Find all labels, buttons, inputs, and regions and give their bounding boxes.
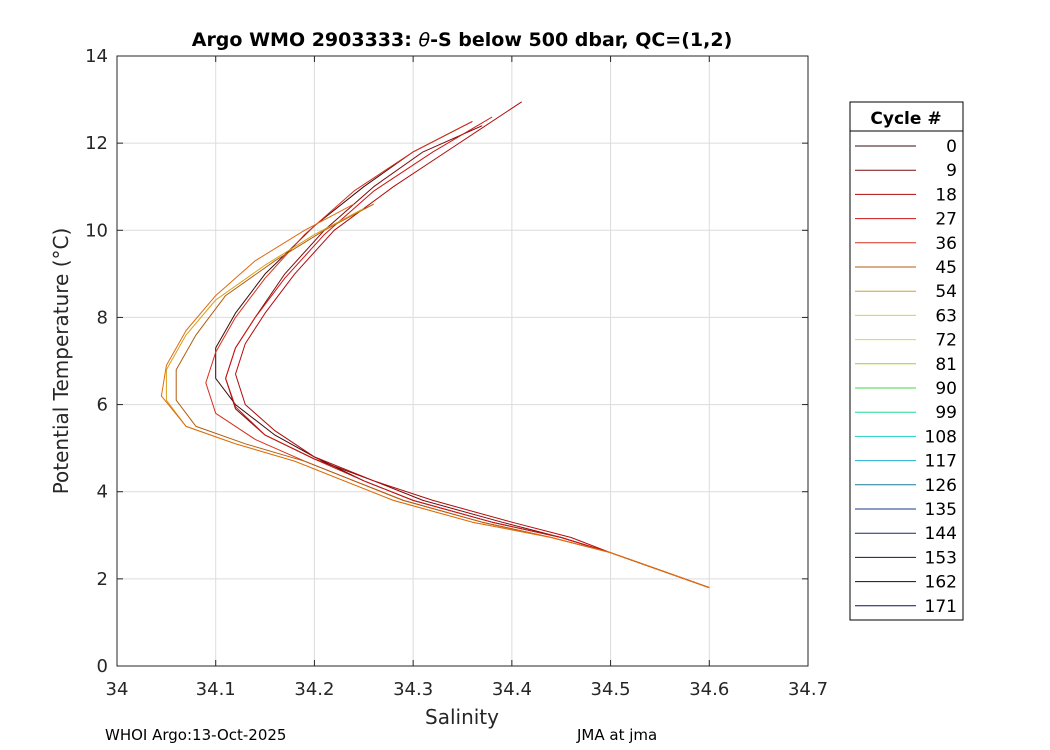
x-tick-label: 34.6	[689, 679, 729, 700]
y-tick-labels: 0 2 4 6 8 10 12 14	[85, 46, 108, 677]
legend-entry-label: 108	[925, 427, 957, 447]
legend-entry-label: 144	[925, 524, 957, 544]
legend-entry-label: 99	[935, 403, 957, 423]
y-tick-label: 0	[97, 656, 108, 677]
plot-axes-box	[116, 55, 809, 667]
y-tick-label: 8	[97, 307, 108, 328]
legend-entry-label: 45	[935, 258, 957, 278]
x-tick-label: 34.1	[196, 679, 236, 700]
legend-entry-label: 135	[925, 500, 957, 520]
legend-entry-label: 72	[935, 331, 957, 351]
legend-entry-label: 90	[935, 379, 957, 399]
legend-entry-label: 126	[925, 476, 957, 496]
x-tick-label: 34.7	[788, 679, 828, 700]
x-axis-label: Salinity	[425, 705, 499, 729]
x-tick-label: 34	[106, 679, 129, 700]
legend-entry-label: 81	[935, 355, 957, 375]
legend-entry-label: 117	[925, 452, 957, 472]
series-line-2	[235, 101, 710, 589]
legend-entry-label: 0	[946, 137, 957, 157]
y-tick-label: 2	[97, 569, 108, 590]
y-tick-label: 6	[97, 395, 108, 416]
footer-right-text: JMA at jma	[577, 726, 658, 744]
series-line-7	[160, 203, 710, 589]
legend-entry-label: 36	[935, 234, 957, 254]
footer-left-text: WHOI Argo:13-Oct-2025	[105, 726, 287, 744]
legend-entry-label: 9	[946, 161, 957, 181]
legend: Cycle # 0 9 18 27 36 45 54 63 72 81 90 99 108 117 126 1…	[849, 101, 964, 621]
series-line-3	[225, 116, 710, 589]
series-lines	[160, 101, 710, 589]
legend-entry-label: 18	[935, 185, 957, 205]
legend-entry-label: 162	[925, 573, 957, 593]
legend-entry-label: 27	[935, 210, 957, 230]
chart-title: Argo WMO 2903333: θ-S below 500 dbar, QC…	[192, 29, 733, 51]
y-axis-label: Potential Temperature (°C)	[49, 228, 73, 495]
y-tick-label: 10	[85, 220, 108, 241]
legend-entry-label: 63	[935, 306, 957, 326]
legend-entry-label: 153	[925, 548, 957, 568]
x-tick-labels: 34 34.1 34.2 34.3 34.4 34.5 34.6 34.7	[106, 679, 828, 700]
x-tick-label: 34.2	[294, 679, 334, 700]
x-tick-label: 34.3	[393, 679, 433, 700]
legend-entry-label: 171	[925, 597, 957, 617]
y-tick-label: 12	[85, 133, 108, 154]
y-tick-label: 14	[85, 46, 108, 67]
legend-entry-label: 54	[935, 282, 957, 302]
legend-entries: 0 9 18 27 36 45 54 63 72 81 90 99 108 117 126 135 144 153…	[855, 137, 957, 617]
x-tick-label: 34.4	[492, 679, 532, 700]
y-tick-label: 4	[97, 482, 108, 503]
x-tick-label: 34.5	[591, 679, 631, 700]
legend-title: Cycle #	[870, 109, 941, 129]
